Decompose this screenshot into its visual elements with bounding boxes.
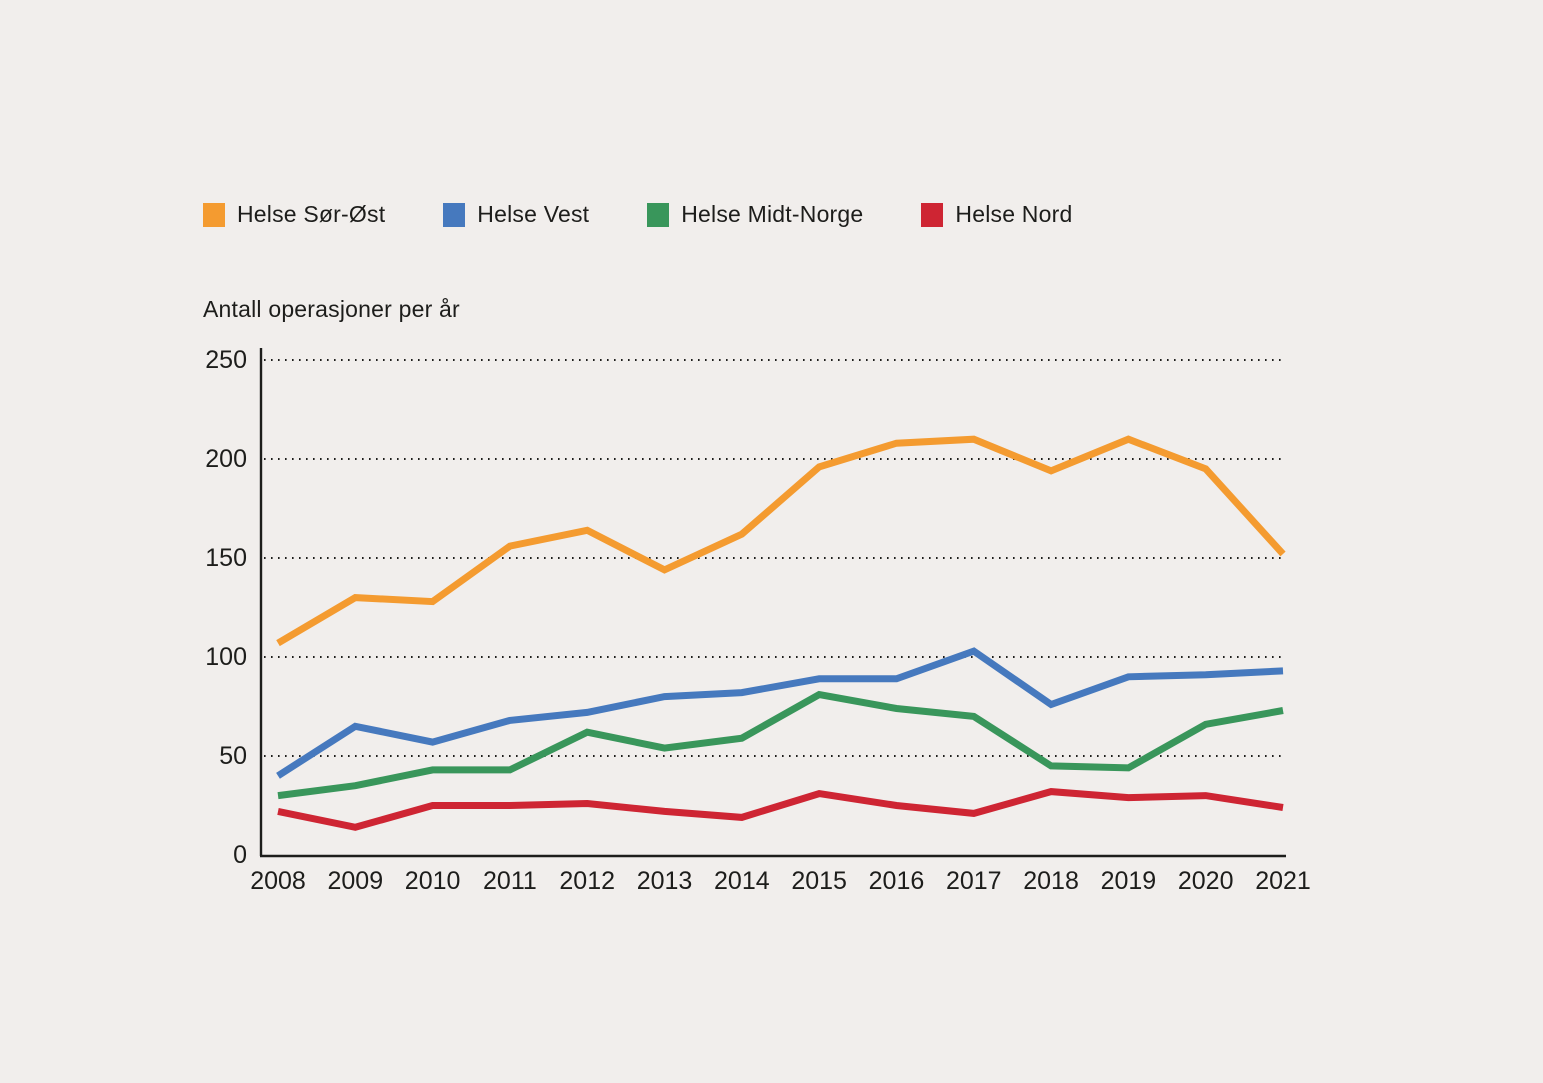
series-line-helse-nord [277, 788, 1284, 831]
legend-swatch-helse-midt-norge [647, 202, 670, 227]
legend-label: Helse Midt-Norge [681, 201, 864, 227]
legend-label: Helse Sør-Øst [237, 201, 386, 227]
legend-swatch-helse-sor-ost [203, 202, 225, 227]
legend-label: Helse Vest [477, 201, 590, 227]
legend-item-helse-sor-ost: Helse Sør-Øst [203, 201, 385, 228]
y-axis-title: Antall operasjoner per år [203, 296, 460, 322]
legend-item-helse-midt-norge: Helse Midt-Norge [647, 201, 863, 228]
series-line-helse-vest [276, 647, 1284, 779]
legend-item-helse-nord: Helse Nord [921, 201, 1072, 228]
series-line-helse-midt-norge [277, 690, 1284, 800]
legend-swatch-helse-vest [443, 202, 466, 227]
legend-swatch-helse-nord [921, 202, 944, 227]
series-line-helse-s-r-st [276, 435, 1286, 647]
legend-item-helse-vest: Helse Vest [443, 201, 589, 228]
chart-legend: Helse Sør-Øst Helse Vest Helse Midt-Norg… [203, 201, 1072, 228]
legend-label: Helse Nord [955, 201, 1073, 227]
